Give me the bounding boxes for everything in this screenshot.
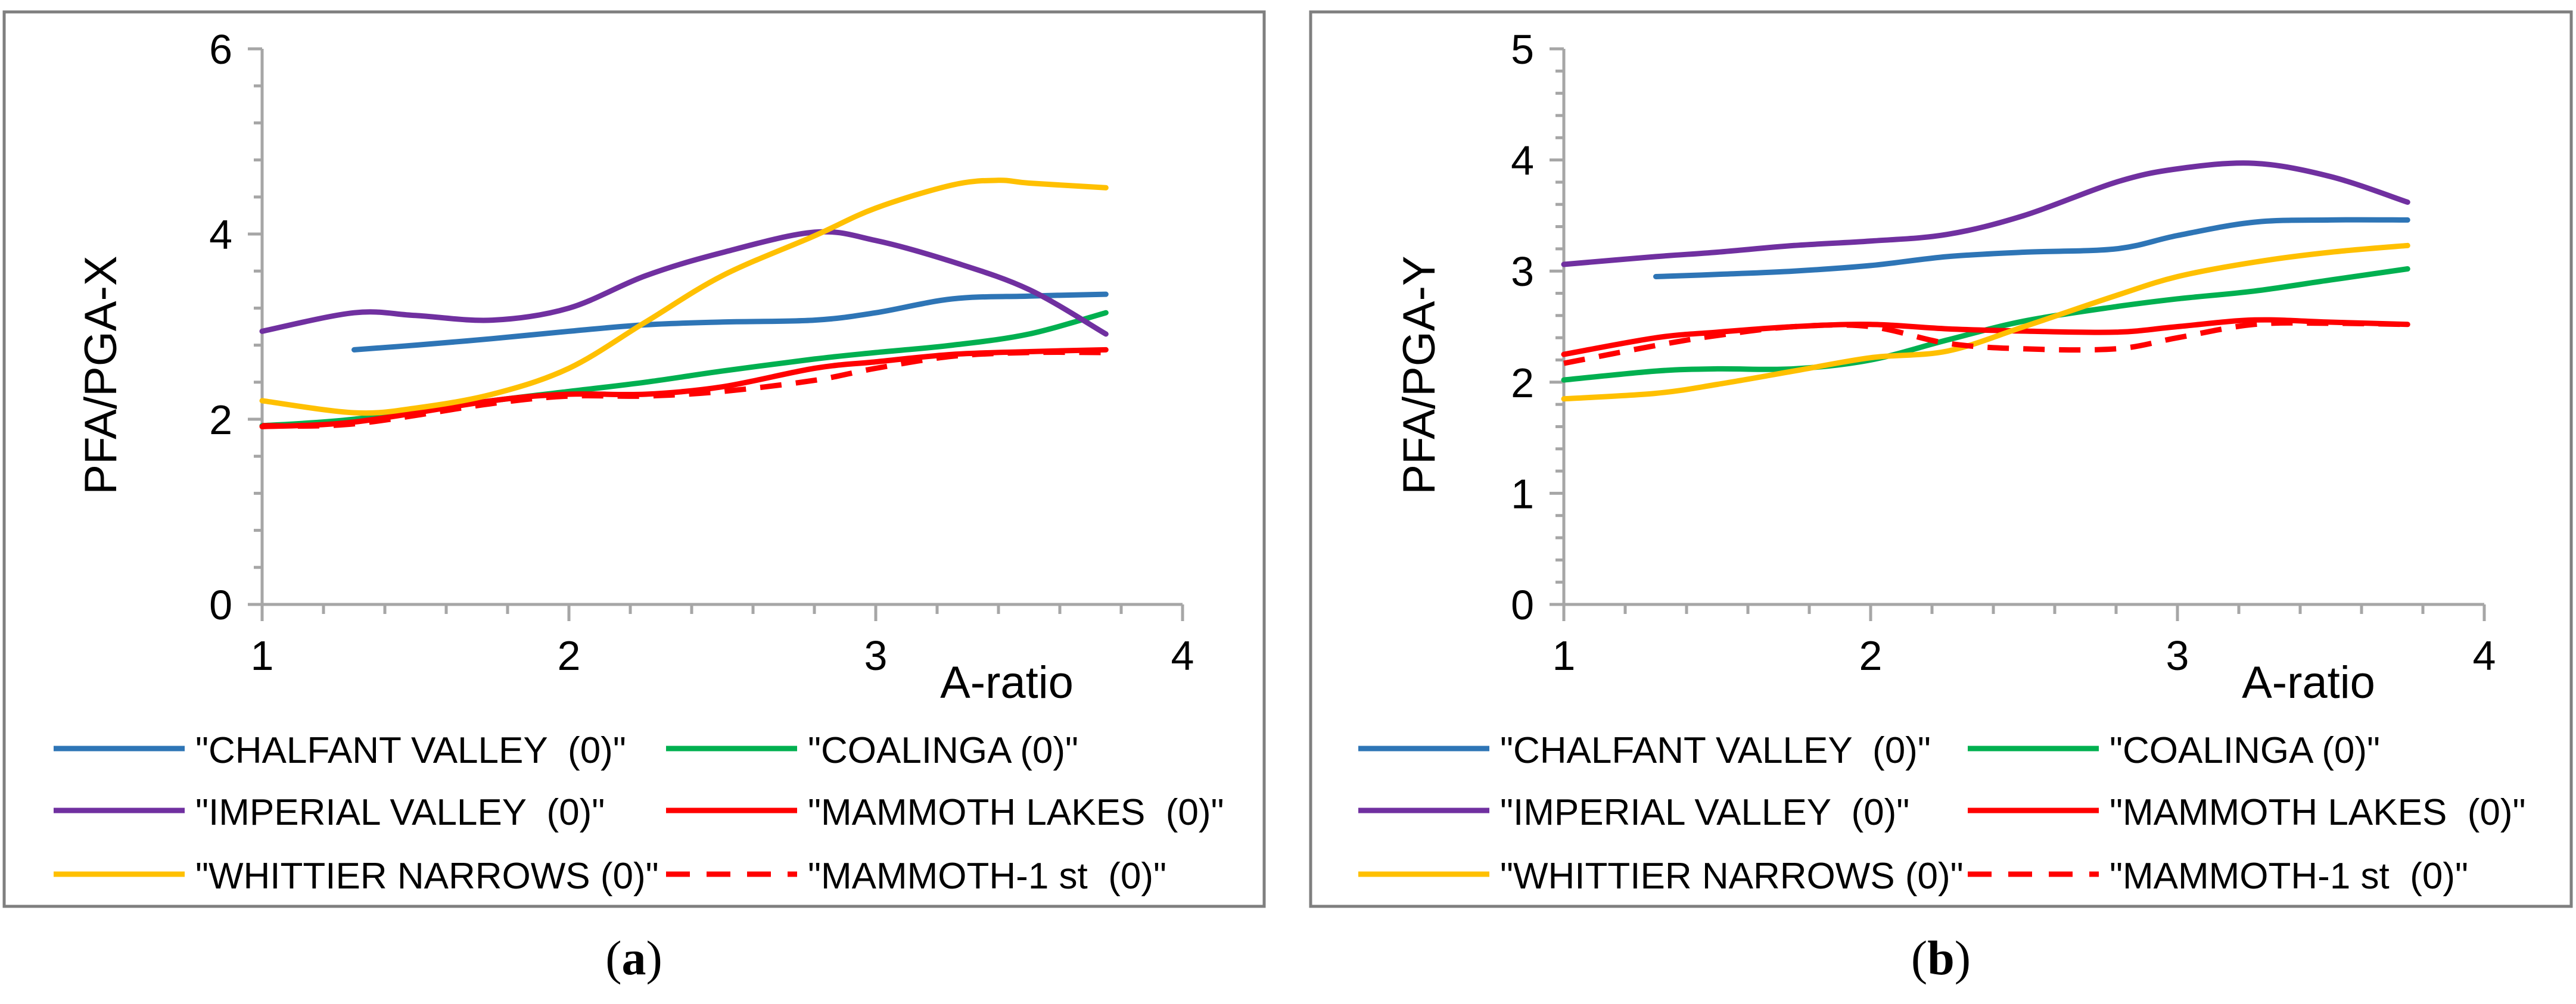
series-line-mammoth: [1561, 317, 2410, 357]
x-tick-label: 2: [1859, 632, 1883, 679]
series-line-mammoth-dashed: [262, 350, 1106, 429]
legend-item: "WHITTIER NARROWS (0)": [1358, 856, 1964, 897]
legend-label: "CHALFANT VALLEY (0)": [1500, 730, 1931, 771]
series-line-whittier: [1561, 242, 2410, 402]
chart-a-legend: "CHALFANT VALLEY (0)" "COALINGA (0)" "IMPE…: [54, 730, 1224, 897]
legend-label: "CHALFANT VALLEY (0)": [195, 730, 626, 771]
series-line-imperial: [1561, 160, 2410, 267]
legend-label: "MAMMOTH-1 st (0)": [808, 856, 1166, 897]
x-tick-label: 1: [251, 632, 274, 679]
y-tick-label: 5: [1511, 26, 1534, 73]
legend-label: "COALINGA (0)": [808, 730, 1078, 771]
series-line-mammoth: [259, 347, 1109, 429]
legend-item: "MAMMOTH-1 st (0)": [1968, 856, 2468, 897]
legend-item: "IMPERIAL VALLEY (0)": [1358, 792, 1909, 833]
caption-b-letter: b: [1927, 931, 1955, 985]
legend-label: "WHITTIER NARROWS (0)": [1500, 856, 1964, 897]
legend-label: "MAMMOTH-1 st (0)": [2110, 856, 2468, 897]
chart-a-series: [259, 177, 1109, 429]
chart-b-legend: "CHALFANT VALLEY (0)" "COALINGA (0)" "IMPE…: [1358, 730, 2526, 897]
legend-item: "WHITTIER NARROWS (0)": [54, 856, 659, 897]
legend-item: "CHALFANT VALLEY (0)": [54, 730, 626, 771]
y-tick-label: 0: [1511, 582, 1534, 628]
chart-b-x-axis-label: A-ratio: [2242, 657, 2375, 708]
y-tick-label: 4: [1511, 138, 1534, 184]
legend-item: "MAMMOTH LAKES (0)": [1968, 792, 2526, 833]
chart-a-axes: 0 2 4 6 1 2 3 4: [209, 26, 1194, 679]
y-tick-label: 4: [209, 211, 232, 258]
legend-label: "IMPERIAL VALLEY (0)": [1500, 792, 1909, 833]
x-tick-label: 3: [2166, 632, 2189, 679]
series-line-chalfant: [351, 291, 1109, 353]
series-line-whittier: [259, 177, 1109, 416]
legend-label: "WHITTIER NARROWS (0)": [195, 856, 659, 897]
series-line-imperial: [259, 229, 1109, 337]
series-line-chalfant: [1653, 217, 2410, 279]
legend-item: "COALINGA (0)": [1968, 730, 2380, 771]
y-tick-label: 2: [1511, 360, 1534, 406]
legend-item: "IMPERIAL VALLEY (0)": [54, 792, 605, 833]
x-tick-label: 4: [2473, 632, 2496, 679]
caption-b: (b): [1911, 931, 1971, 985]
x-tick-label: 1: [1553, 632, 1576, 679]
series-line-mammoth-dashed: [1563, 320, 2408, 366]
caption-a: (a): [605, 931, 662, 985]
legend-label: "IMPERIAL VALLEY (0)": [195, 792, 605, 833]
legend-label: "MAMMOTH LAKES (0)": [2110, 792, 2526, 833]
legend-item: "MAMMOTH-1 st (0)": [666, 856, 1166, 897]
y-tick-label: 0: [209, 582, 232, 628]
legend-item: "CHALFANT VALLEY (0)": [1358, 730, 1931, 771]
chart-a-y-axis-label: PFA/PGA-X: [76, 255, 126, 494]
chart-panel-a: 0 2 4 6 1 2 3 4 PFA/PGA-X A-ratio "CHALFANT VAL…: [2, 10, 1266, 908]
chart-a-frame: [2, 10, 1266, 908]
x-tick-label: 3: [864, 632, 888, 679]
legend-item: "MAMMOTH LAKES (0)": [666, 792, 1224, 833]
chart-a-x-axis-label: A-ratio: [940, 657, 1074, 708]
y-tick-label: 2: [209, 397, 232, 443]
caption-a-letter: a: [622, 931, 646, 985]
y-tick-label: 3: [1511, 248, 1534, 295]
x-tick-label: 4: [1171, 632, 1194, 679]
chart-b-frame: [1309, 10, 2573, 908]
legend-label: "COALINGA (0)": [2110, 730, 2380, 771]
x-tick-label: 2: [558, 632, 581, 679]
y-tick-label: 1: [1511, 470, 1534, 517]
chart-b-y-axis-label: PFA/PGA-Y: [1394, 255, 1445, 494]
legend-label: "MAMMOTH LAKES (0)": [808, 792, 1224, 833]
chart-b-series: [1561, 160, 2410, 402]
legend-item: "COALINGA (0)": [666, 730, 1078, 771]
y-tick-label: 6: [209, 26, 232, 73]
